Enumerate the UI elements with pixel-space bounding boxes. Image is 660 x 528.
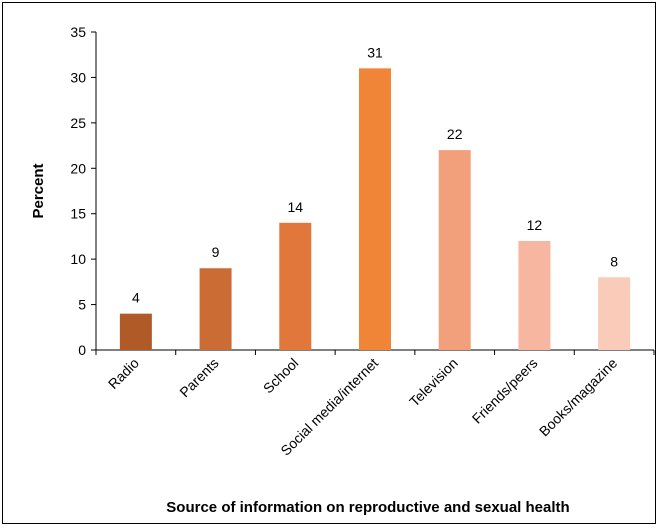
y-tick-label: 10 <box>70 251 86 267</box>
x-tick-label: Television <box>406 355 461 410</box>
x-tick-label: Radio <box>105 355 142 392</box>
data-label: 4 <box>132 290 140 306</box>
y-tick-label: 20 <box>70 160 86 176</box>
data-label: 14 <box>287 199 303 215</box>
bar <box>279 222 312 350</box>
data-label: 9 <box>212 244 220 260</box>
bar <box>518 240 551 350</box>
y-tick-label: 35 <box>70 24 86 40</box>
y-axis-title: Percent <box>30 163 47 218</box>
y-tick-label: 0 <box>78 342 86 358</box>
x-tick-label: Books/magazine <box>536 355 621 440</box>
bar <box>199 268 232 350</box>
y-tick-label: 15 <box>70 206 86 222</box>
x-axis-title: Source of information on reproductive an… <box>166 499 569 516</box>
x-tick-label: Parents <box>176 355 221 400</box>
data-label: 31 <box>367 44 383 60</box>
y-tick-label: 25 <box>70 115 86 131</box>
x-tick-label: Friends/peers <box>469 355 541 427</box>
x-tick-label: School <box>260 355 302 397</box>
bar <box>438 150 471 350</box>
data-label: 12 <box>527 217 543 233</box>
y-tick-label: 5 <box>78 297 86 313</box>
data-label: 8 <box>610 253 618 269</box>
y-tick-label: 30 <box>70 69 86 85</box>
bar <box>119 313 152 350</box>
bar <box>359 68 391 350</box>
data-label: 22 <box>447 126 463 142</box>
bar <box>598 277 631 350</box>
